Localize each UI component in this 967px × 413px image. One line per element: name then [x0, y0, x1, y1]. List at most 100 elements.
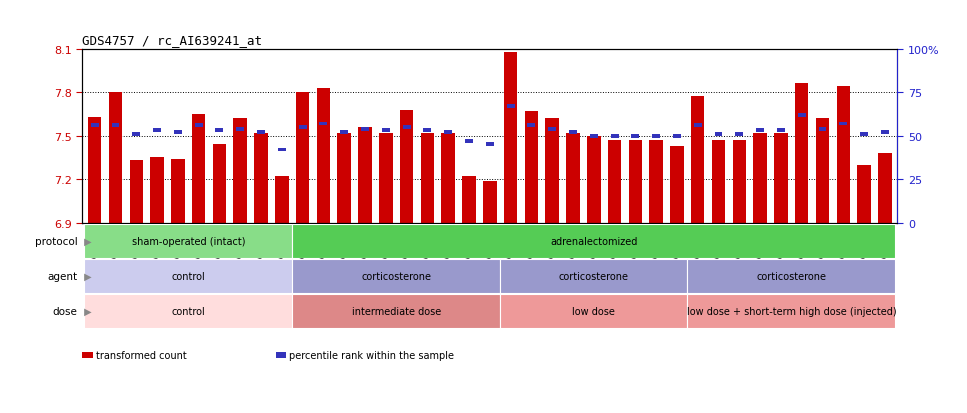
Bar — [316, 89, 330, 223]
Bar — [545, 119, 559, 223]
Bar — [84, 259, 292, 293]
Bar — [340, 131, 348, 135]
Text: control: control — [171, 271, 205, 281]
Bar — [688, 294, 895, 328]
Bar — [216, 129, 223, 133]
Bar — [292, 224, 895, 258]
Text: low dose: low dose — [572, 306, 615, 316]
Text: corticosterone: corticosterone — [756, 271, 827, 281]
Bar — [150, 158, 163, 223]
Bar — [507, 105, 514, 109]
Bar — [153, 129, 161, 133]
Text: sham-operated (intact): sham-operated (intact) — [132, 236, 245, 246]
Bar — [233, 119, 247, 223]
Bar — [567, 133, 580, 223]
Bar — [798, 114, 806, 117]
Bar — [816, 119, 830, 223]
Text: ▶: ▶ — [81, 306, 92, 316]
Bar — [527, 124, 536, 128]
Bar — [337, 133, 351, 223]
Bar — [485, 143, 494, 147]
Bar — [296, 93, 309, 223]
Bar — [756, 129, 764, 133]
Bar — [132, 133, 140, 136]
Bar — [795, 84, 808, 223]
Bar — [361, 128, 369, 131]
Text: protocol: protocol — [35, 236, 77, 246]
Bar — [465, 140, 473, 143]
Bar — [652, 134, 660, 138]
Bar — [88, 118, 102, 223]
Bar — [462, 177, 476, 223]
Bar — [421, 133, 434, 223]
Bar — [275, 177, 288, 223]
Bar — [688, 259, 895, 293]
Bar — [839, 122, 847, 126]
Bar — [712, 141, 725, 223]
Bar — [693, 124, 702, 128]
Bar — [292, 259, 500, 293]
Bar — [319, 122, 328, 126]
Text: adrenalectomized: adrenalectomized — [550, 236, 637, 246]
Bar — [548, 128, 556, 131]
Bar — [382, 129, 390, 133]
Bar — [650, 141, 663, 223]
Bar — [257, 131, 265, 135]
Bar — [691, 97, 705, 223]
Bar — [836, 87, 850, 223]
Bar — [91, 124, 99, 128]
Text: corticosterone: corticosterone — [559, 271, 629, 281]
Bar — [878, 154, 892, 223]
Bar — [111, 124, 119, 128]
Bar — [379, 133, 393, 223]
Bar — [500, 294, 688, 328]
Text: transformed count: transformed count — [96, 350, 187, 360]
Bar — [84, 294, 292, 328]
Text: GDS4757 / rc_AI639241_at: GDS4757 / rc_AI639241_at — [82, 34, 262, 47]
Bar — [174, 131, 182, 135]
Bar — [500, 259, 688, 293]
Text: corticosterone: corticosterone — [362, 271, 431, 281]
Bar — [777, 129, 785, 133]
Bar — [444, 131, 453, 135]
Bar — [590, 134, 598, 138]
Bar — [484, 181, 496, 223]
Bar — [84, 224, 292, 258]
Bar — [254, 133, 268, 223]
Bar — [278, 148, 286, 152]
Bar — [402, 126, 411, 130]
Bar — [818, 128, 827, 131]
Bar — [715, 133, 722, 136]
Bar — [194, 124, 203, 128]
Bar — [171, 159, 185, 223]
Bar — [442, 133, 454, 223]
Text: intermediate dose: intermediate dose — [352, 306, 441, 316]
Text: control: control — [171, 306, 205, 316]
Bar — [631, 134, 639, 138]
Bar — [424, 129, 431, 133]
Text: ▶: ▶ — [81, 271, 92, 281]
Bar — [130, 161, 143, 223]
Bar — [733, 141, 747, 223]
Bar — [108, 93, 122, 223]
Bar — [753, 133, 767, 223]
Bar — [670, 147, 684, 223]
Bar — [191, 114, 205, 223]
Bar — [292, 294, 500, 328]
Bar — [735, 133, 744, 136]
Bar — [610, 134, 619, 138]
Bar — [587, 136, 601, 223]
Bar — [213, 145, 226, 223]
Bar — [775, 133, 788, 223]
Bar — [236, 128, 245, 131]
Text: ▶: ▶ — [81, 236, 92, 246]
Bar — [525, 112, 538, 223]
Bar — [358, 128, 371, 223]
Bar — [673, 134, 681, 138]
Bar — [881, 131, 889, 135]
Bar — [569, 131, 577, 135]
Text: dose: dose — [52, 306, 77, 316]
Bar — [299, 126, 307, 130]
Bar — [861, 133, 868, 136]
Text: agent: agent — [47, 271, 77, 281]
